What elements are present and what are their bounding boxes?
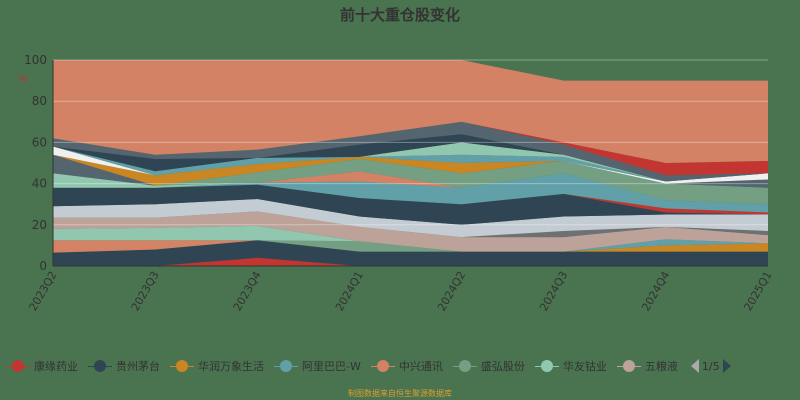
area-series-10 (53, 184, 768, 225)
legend-label: 华友钴业 (562, 360, 607, 373)
y-tick-label: 80 (32, 94, 47, 108)
area-series-11 (53, 184, 768, 215)
legend-marker-icon (534, 360, 559, 372)
legend-label: 贵州茅台 (116, 360, 160, 373)
area-series-0 (53, 257, 768, 266)
legend-marker-icon (452, 360, 477, 372)
area-series-24 (53, 60, 768, 163)
legend-item[interactable]: 华润万象生活 (170, 358, 264, 374)
legend-marker-icon (170, 360, 194, 372)
area-series-4 (53, 239, 768, 253)
x-tick-label: 2024Q3 (537, 269, 570, 313)
y-axis-unit: % (18, 74, 28, 85)
legend-item[interactable]: 康缘药业 (6, 358, 78, 374)
legend-item[interactable]: 阿里巴巴-W (274, 358, 361, 374)
legend-item[interactable]: 盛弘股份 (452, 358, 525, 374)
legend-label: 五粮液 (644, 360, 678, 373)
legend-label: 阿里巴巴-W (302, 360, 361, 373)
y-tick-label: 40 (32, 177, 47, 191)
next-page-icon[interactable] (722, 359, 731, 373)
prev-page-icon[interactable] (690, 359, 699, 373)
area-series-5 (53, 239, 768, 252)
area-series-15 (53, 158, 768, 205)
legend-label: 盛弘股份 (480, 360, 525, 373)
area-series-8 (53, 211, 768, 238)
area-series-3 (53, 239, 768, 253)
area-series-9 (53, 199, 768, 238)
y-tick-label: 100 (24, 53, 47, 67)
area-series-12 (53, 173, 768, 213)
x-tick-label: 2023Q3 (129, 269, 162, 313)
area-series-22 (53, 121, 768, 182)
chart-title: 前十大重仓股变化 (339, 6, 460, 24)
area-series-6 (53, 225, 768, 252)
area-series-1 (53, 240, 768, 266)
y-tick-label: 0 (39, 259, 47, 273)
area-series-2 (53, 240, 768, 253)
area-series-18 (53, 146, 768, 184)
y-tick-label: 20 (32, 218, 47, 232)
x-tick-label: 2025Q1 (742, 269, 775, 313)
legend-item[interactable]: 五粮液 (616, 358, 678, 374)
legend: 康缘药业 贵州茅台 华润万象生活 阿里巴巴-W 中兴通讯 盛弘股份 华友钴业 五粮液 1/5 (6, 358, 734, 374)
legend-item[interactable]: 中兴通讯 (370, 358, 443, 374)
legend-item[interactable]: 贵州茅台 (88, 358, 160, 374)
x-tick-label: 2023Q2 (27, 269, 60, 313)
area-series-17 (53, 154, 768, 186)
legend-label: 华润万象生活 (198, 360, 264, 373)
page-indicator: 1/5 (701, 359, 720, 373)
x-tick-label: 2024Q1 (333, 269, 366, 313)
x-tick-label: 2023Q4 (231, 269, 264, 313)
legend-marker-icon (370, 360, 395, 372)
x-tick-label: 2024Q2 (435, 269, 468, 313)
legend-marker-icon (88, 360, 112, 372)
legend-marker-icon (274, 360, 298, 372)
legend-pager: 1/5 (688, 359, 734, 373)
legend-item[interactable]: 华友钴业 (534, 358, 607, 374)
area-series-7 (53, 211, 768, 252)
area-series-23 (53, 121, 768, 176)
legend-marker-icon (616, 360, 641, 372)
source-note: 制图数据来自恒生聚源数据库 (348, 389, 452, 398)
legend-label: 中兴通讯 (398, 360, 443, 373)
legend-label: 康缘药业 (34, 360, 78, 373)
y-tick-label: 60 (32, 135, 47, 149)
x-tick-label: 2024Q4 (639, 269, 672, 313)
area-series-16 (53, 154, 768, 188)
area-series-21 (53, 134, 768, 182)
area-series-20 (53, 142, 768, 182)
stacked-area-chart: 0 20 40 60 80 100 2023Q2 2023Q3 2023Q4 2024Q1 2024… (24, 53, 775, 313)
legend-marker-icon (6, 360, 30, 372)
